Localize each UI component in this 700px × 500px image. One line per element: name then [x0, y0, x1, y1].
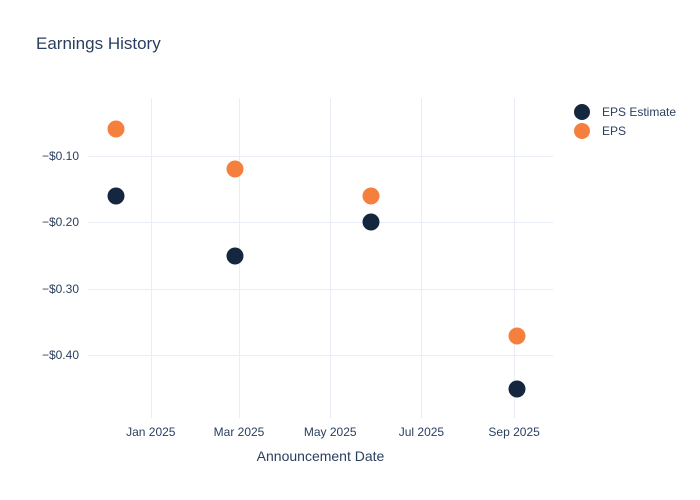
y-gridline: [88, 155, 553, 157]
y-tick-label: −$0.10: [41, 148, 79, 163]
x-tick-label: May 2025: [303, 425, 357, 439]
chart-title: Earnings History: [36, 34, 161, 53]
y-gridline: [88, 355, 553, 357]
legend-label-eps: EPS: [602, 124, 627, 138]
x-tick-label: Jan 2025: [126, 425, 176, 439]
point-eps[interactable]: [107, 120, 125, 138]
eps-estimate-swatch-icon: [574, 104, 590, 120]
x-gridline: [421, 98, 423, 418]
x-tick-label: Mar 2025: [213, 425, 265, 439]
plot-area[interactable]: Jan 2025 Mar 2025 May 2025 Jul 2025 Sep 2025…: [42, 98, 553, 439]
point-eps-estimate[interactable]: [508, 380, 526, 398]
legend-label-eps-estimate: EPS Estimate: [602, 105, 677, 119]
x-tick-label: Jul 2025: [398, 425, 445, 439]
y-gridline: [88, 222, 553, 224]
x-axis-title: Announcement Date: [256, 448, 385, 464]
x-gridline: [150, 98, 152, 418]
legend: EPS Estimate EPS: [574, 104, 676, 139]
point-eps[interactable]: [226, 160, 244, 178]
x-gridline: [514, 98, 516, 418]
y-gridline: [88, 288, 553, 290]
x-tick-label: Sep 2025: [488, 425, 540, 439]
x-gridline: [330, 98, 332, 418]
y-tick-label: −$0.20: [41, 215, 79, 230]
legend-item-eps-estimate[interactable]: EPS Estimate: [574, 104, 676, 120]
point-eps-estimate[interactable]: [107, 187, 125, 205]
y-tick-label: −$0.40: [41, 348, 79, 363]
point-eps[interactable]: [508, 327, 526, 344]
point-eps-estimate[interactable]: [226, 247, 244, 265]
point-eps[interactable]: [362, 187, 380, 205]
eps-swatch-icon: [574, 123, 590, 139]
y-tick-label: −$0.30: [41, 281, 79, 296]
legend-item-eps[interactable]: EPS: [574, 123, 676, 139]
point-eps-estimate[interactable]: [362, 213, 380, 231]
